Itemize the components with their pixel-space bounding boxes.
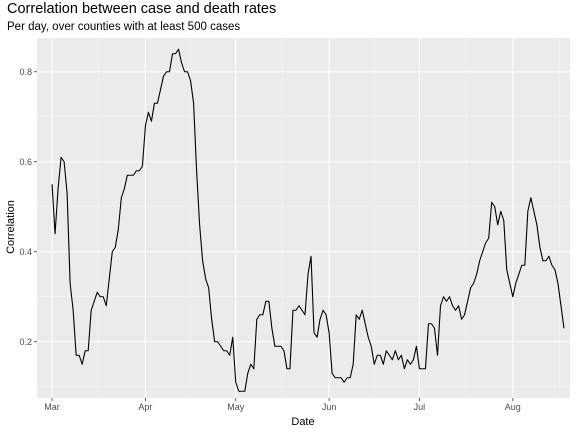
x-tick-label: Mar [44,402,60,412]
x-tick-label: Aug [505,402,521,412]
correlation-series-line [51,48,565,392]
x-tick-label: Apr [138,402,152,412]
y-tick-label: 0.2 [19,337,32,347]
y-tick-label: 0.4 [19,247,32,257]
y-axis-title: Correlation [5,200,17,254]
x-axis-title: Date [291,416,314,428]
x-tick-label: Jul [414,402,426,412]
y-tick-label: 0.6 [19,157,32,167]
x-tick-label: May [227,402,245,412]
minor-gridlines [37,38,570,398]
y-tick-label: 0.8 [19,67,32,77]
y-axis: 0.2 0.4 0.6 0.8 [19,67,37,347]
x-axis: Mar Apr May Jun Jul Aug [44,398,521,412]
chart-subtitle: Per day, over counties with at least 500… [7,21,241,33]
plot-panel [37,38,570,398]
chart-title: Correlation between case and death rates [7,1,277,17]
major-gridlines [37,38,570,398]
x-tick-label: Jun [322,402,337,412]
